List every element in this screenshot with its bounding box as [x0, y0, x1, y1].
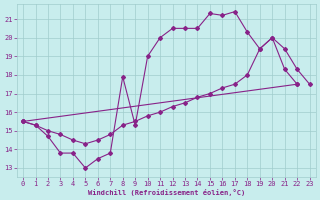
X-axis label: Windchill (Refroidissement éolien,°C): Windchill (Refroidissement éolien,°C) [88, 189, 245, 196]
